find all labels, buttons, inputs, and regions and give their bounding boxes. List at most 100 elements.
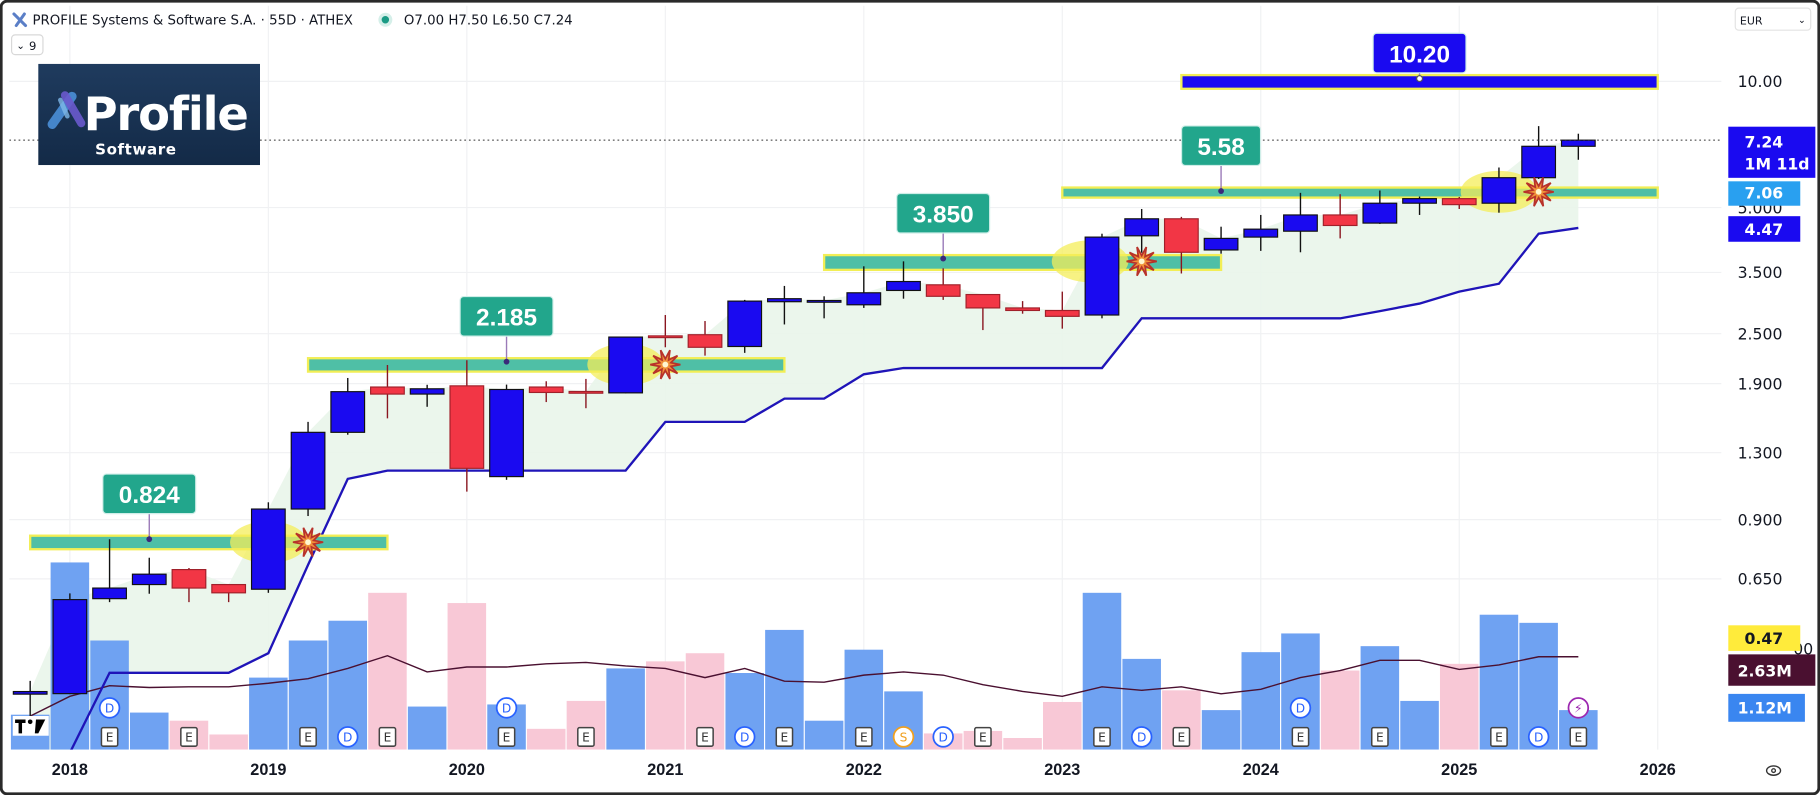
event-marker-earnings[interactable]: E (1370, 726, 1389, 747)
candle-body-up (766, 298, 802, 303)
candle (1005, 301, 1040, 314)
event-marker-dividend[interactable]: D (98, 697, 121, 719)
candle-body-down (171, 569, 207, 589)
candle (687, 321, 723, 356)
event-marker-earnings[interactable]: E (497, 726, 516, 747)
event-marker-dividend[interactable]: D (1130, 726, 1153, 748)
candle (12, 680, 48, 721)
candle-body-up (846, 292, 882, 306)
event-marker-dividend[interactable]: D (733, 726, 756, 748)
price-tick-label: 10.00 (1738, 72, 1783, 91)
indicators-toggle-button[interactable]: ⌄ 9 (11, 34, 44, 56)
level-anchor-dot (146, 536, 153, 543)
symbol-title[interactable]: PROFILE Systems & Software S.A. · 55D · … (33, 13, 353, 28)
event-marker-dividend[interactable]: D (495, 697, 518, 719)
last-price-value: 7.24 (1745, 133, 1784, 152)
event-marker-earnings[interactable]: E (1093, 726, 1111, 747)
candle (449, 360, 485, 492)
tradingview-logo-icon[interactable] (12, 715, 49, 736)
time-tick-label: 2026 (1640, 761, 1676, 779)
candle (528, 381, 564, 403)
candle (330, 377, 366, 435)
stop-value: 4.47 (1745, 220, 1784, 239)
event-marker-earnings[interactable]: E (775, 726, 794, 747)
candle (1124, 208, 1160, 253)
level-labels: 0.824 2.185 3.850 5.58 10.20 (102, 32, 1467, 543)
volume-ma-value: 2.63M (1738, 661, 1792, 680)
event-marker-label: E (979, 731, 987, 745)
candle-body-down (647, 335, 683, 339)
event-marker-dividend[interactable]: D (1527, 726, 1550, 748)
event-marker-split[interactable]: S (892, 726, 915, 748)
candle (290, 421, 326, 517)
event-marker-earnings[interactable]: E (100, 726, 119, 747)
level-band (822, 253, 1223, 272)
candle (1044, 291, 1080, 329)
event-marker-dividend[interactable]: D (1289, 697, 1312, 719)
candle (1283, 192, 1318, 253)
volume-bar (368, 592, 407, 750)
candle-body-up (409, 388, 445, 395)
price-tick-label: 1.300 (1738, 444, 1783, 463)
time-tick-label: 2020 (449, 761, 485, 779)
event-markers[interactable]: D E E E D E D E E E D E E S D E E D E D E E E D ⚡ E (98, 697, 1590, 748)
dividend-icon (1130, 726, 1153, 748)
candle (727, 299, 763, 353)
event-marker-label: D (1534, 731, 1543, 745)
level-band (306, 357, 786, 373)
candle-body-up (1560, 139, 1596, 147)
currency-dropdown[interactable]: EUR ⌄ (1734, 7, 1812, 31)
earnings-icon (299, 726, 317, 747)
event-marker-earnings[interactable]: E (1490, 726, 1508, 747)
event-marker-earnings[interactable]: E (180, 726, 198, 747)
level-label-text: 3.850 (913, 202, 974, 229)
candle (1163, 216, 1199, 274)
event-marker-dividend[interactable]: D (337, 726, 359, 748)
event-marker-earnings[interactable]: E (378, 726, 397, 747)
event-marker-earnings[interactable]: E (1569, 726, 1588, 747)
level-band (1061, 186, 1659, 199)
time-tick-label: 2025 (1441, 761, 1477, 779)
event-marker-label: E (701, 731, 709, 745)
event-marker-earnings[interactable]: E (854, 726, 873, 747)
event-marker-label: D (740, 731, 749, 745)
candle-body-up (1521, 145, 1557, 179)
volume-bar (526, 728, 566, 750)
candle (171, 567, 207, 603)
candle-body-down (1322, 214, 1358, 227)
candles (12, 126, 1596, 721)
candle (131, 557, 167, 594)
event-marker-earnings[interactable]: E (1172, 726, 1191, 747)
earnings-icon (1172, 726, 1191, 747)
level-label-text: 5.58 (1197, 134, 1244, 161)
candle (211, 583, 247, 603)
level-label-text: 2.185 (476, 305, 537, 332)
signal-star-core (662, 361, 669, 368)
earnings-icon (497, 726, 516, 747)
event-marker-dividend[interactable]: D (932, 726, 954, 748)
event-marker-news[interactable]: ⚡ (1567, 697, 1590, 719)
indicator-count: 9 (29, 39, 36, 53)
candle-body-down (211, 583, 247, 594)
candle-body-up (330, 391, 366, 433)
candle-body-up (1402, 198, 1437, 204)
settings-eye-icon[interactable] (1765, 765, 1782, 776)
event-marker-earnings[interactable]: E (974, 726, 992, 747)
event-marker-label: E (1495, 731, 1503, 745)
candle-body-up (52, 599, 88, 695)
time-axis[interactable]: 2018 2019 2020 2021 2022 2023 2024 2025 2026 (52, 761, 1676, 779)
event-marker-earnings[interactable]: E (299, 726, 317, 747)
volume-bar (606, 668, 645, 750)
event-marker-earnings[interactable]: E (1291, 726, 1310, 747)
candle-body-up (1084, 236, 1120, 316)
symbol-header[interactable]: PROFILE Systems & Software S.A. · 55D · … (12, 12, 573, 29)
last-price-label: 7.24 1M 11d (1728, 126, 1816, 178)
event-marker-earnings[interactable]: E (577, 726, 595, 747)
event-marker-earnings[interactable]: E (696, 726, 714, 747)
level-anchor-dot (940, 255, 947, 262)
stop-value-label: 4.47 (1728, 216, 1801, 242)
candle-body-up (1124, 218, 1160, 237)
event-marker-label: E (1574, 731, 1582, 745)
dividend-icon (932, 726, 954, 748)
